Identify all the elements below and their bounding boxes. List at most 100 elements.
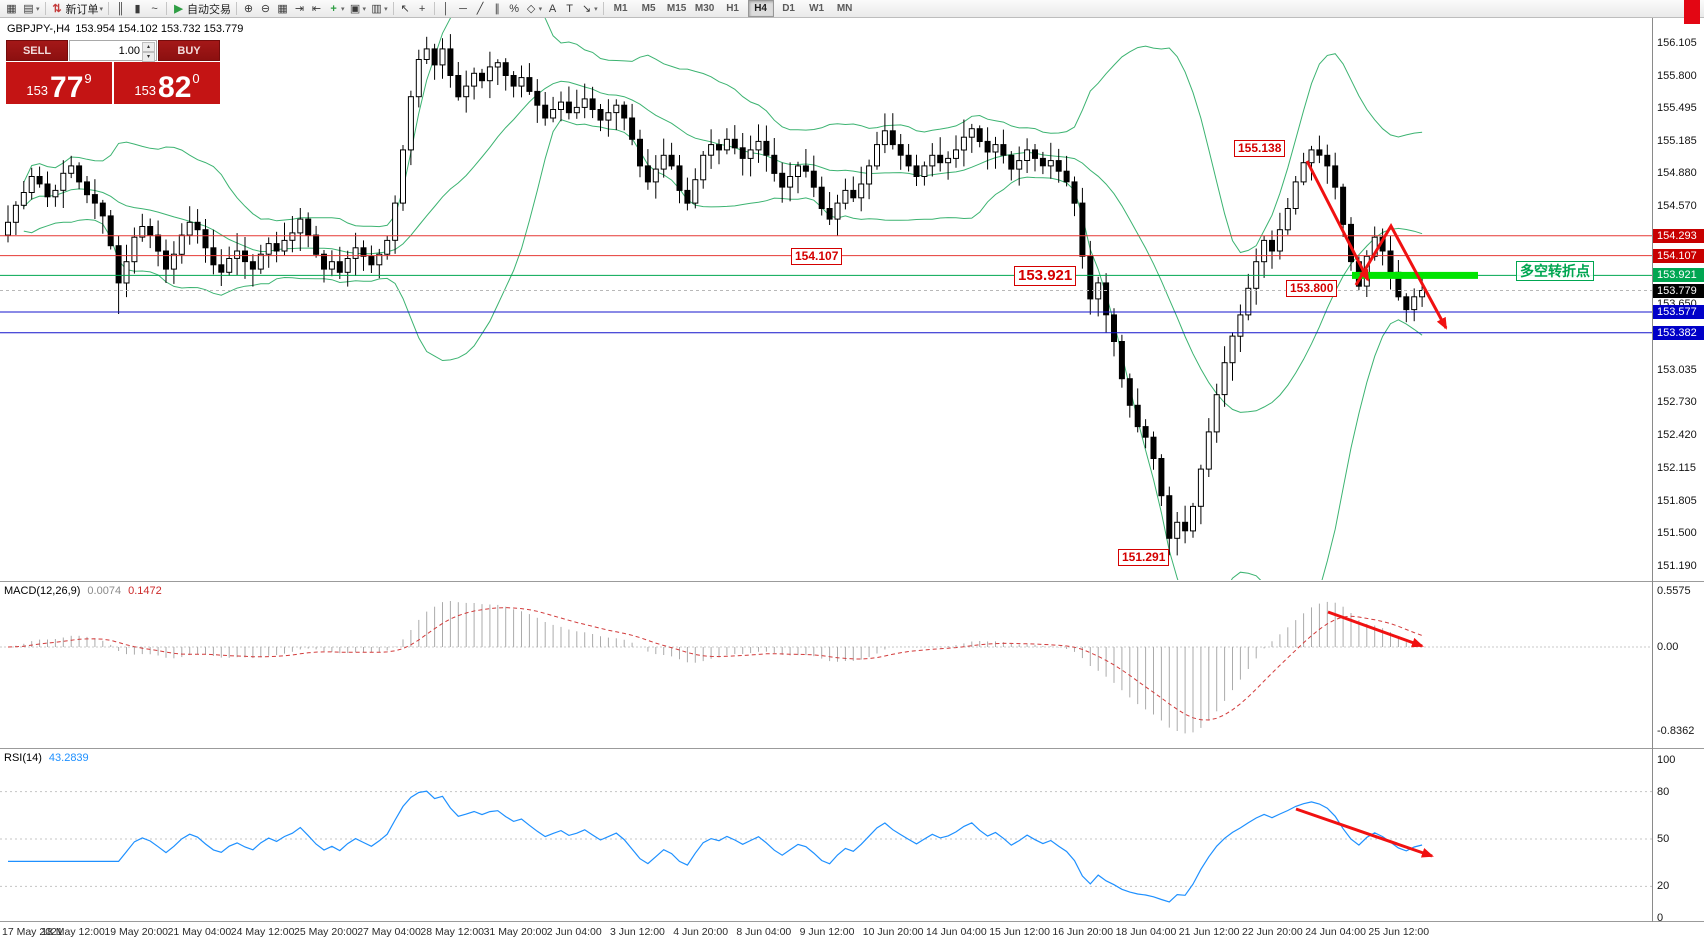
toolbar-candlestick-chart-icon[interactable]: ▮ — [129, 1, 146, 16]
toolbar-zoom-in-icon[interactable]: ⊕ — [240, 1, 257, 16]
timeframe-d1-button[interactable]: D1 — [782, 3, 795, 14]
toolbar-new-order-button[interactable]: ⇅ 新订单 ▾ — [49, 1, 106, 16]
price-axis-label: 152.420 — [1657, 429, 1697, 442]
time-axis-label: 27 May 04:00 — [357, 926, 421, 938]
time-axis-label: 31 May 20:00 — [483, 926, 548, 938]
timeframe-m15-button[interactable]: M15 — [666, 3, 687, 14]
toolbar-crosshair-icon[interactable]: + — [414, 1, 431, 16]
chart-shift-icon: ⇤ — [311, 2, 322, 15]
price-axis-label: 152.730 — [1657, 396, 1697, 409]
time-axis-label: 14 Jun 04:00 — [926, 926, 987, 938]
rsi-red-arrow[interactable] — [1295, 807, 1434, 858]
price-axis[interactable]: 156.105 155.800 155.495 155.185 154.880 154.5… — [1653, 18, 1704, 580]
panel-separator[interactable] — [0, 748, 1704, 749]
price-axis-tag: 153.921 — [1653, 268, 1704, 283]
macd-signal-value: 0.1472 — [128, 585, 162, 597]
toolbar-bar-chart-icon[interactable]: ║ — [112, 1, 129, 16]
price-axis-label: 151.805 — [1657, 494, 1697, 507]
rsi-value: 43.2839 — [48, 752, 89, 764]
main-chart-panel: GBPJPY-,H4 153.954 154.102 153.732 153.77… — [0, 18, 1704, 580]
toolbar-separator — [108, 2, 110, 15]
toolbar-profiles-icon[interactable]: ▤ ▾ — [20, 1, 42, 16]
macd-chart-canvas[interactable] — [0, 583, 1652, 747]
toolbar-zoom-out-icon[interactable]: ⊖ — [257, 1, 274, 16]
red-trend-arrow-2[interactable] — [1354, 222, 1448, 330]
toolbar-separator — [44, 2, 46, 15]
toolbar-arrows-icon[interactable]: ↘ ▾ — [578, 1, 600, 16]
bollinger-lower-band — [23, 119, 1423, 580]
toolbar-tile-windows-icon[interactable]: ▦ — [274, 1, 291, 16]
indicators-icon: + — [330, 2, 337, 15]
price-annotation-label[interactable]: 155.138 — [1234, 140, 1286, 157]
turning-point-green-bar[interactable] — [1352, 271, 1478, 279]
toolbar-auto-scroll-icon[interactable]: ⇥ — [291, 1, 308, 16]
macd-axis[interactable]: 0.5575 0.00 -0.8362 — [1653, 583, 1704, 747]
timeframe-m30-button[interactable]: M30 — [694, 3, 715, 14]
buy-button[interactable]: BUY — [158, 40, 220, 61]
toolbar-chart-shift-icon[interactable]: ⇤ — [308, 1, 325, 16]
spinner-up-icon[interactable]: ▴ — [142, 42, 155, 52]
timeframe-h4-button[interactable]: H4 — [747, 0, 774, 17]
time-axis[interactable]: 17 May 2021 18 May 12:00 19 May 20:00 21 Ma… — [0, 922, 1704, 943]
toolbar-text-icon[interactable]: A — [544, 1, 561, 16]
timeframe-m1-button[interactable]: M1 — [613, 3, 628, 14]
axis-separator — [1652, 18, 1653, 922]
toolbar-autotrading-button[interactable]: ▶ 自动交易 — [170, 1, 233, 16]
macd-red-arrow[interactable] — [1327, 610, 1424, 648]
rsi-indicator-label: RSI(14) 43.2839 — [4, 752, 89, 764]
panel-separator[interactable] — [0, 581, 1704, 582]
time-axis-label: 3 Jun 12:00 — [610, 926, 665, 938]
price-annotation-label[interactable]: 153.921 — [1014, 266, 1077, 286]
toolbar-trendline-icon[interactable]: ╱ — [472, 1, 489, 16]
trend-arrows-layer[interactable] — [1305, 160, 1448, 330]
toolbar-templates-icon[interactable]: ▥ ▾ — [368, 1, 390, 16]
price-axis-label: 152.115 — [1657, 461, 1696, 474]
sell-price-display[interactable]: 153 77 9 — [6, 62, 112, 104]
price-annotation-label[interactable]: 154.107 — [791, 248, 843, 265]
price-axis-label: 153.035 — [1657, 363, 1697, 376]
time-axis-label: 24 May 12:00 — [230, 926, 295, 938]
buy-price-display[interactable]: 153 82 0 — [114, 62, 220, 104]
new-chart-icon: ▦ — [6, 2, 17, 15]
crosshair-icon: + — [418, 2, 426, 15]
toolbar-horizontal-line-icon[interactable]: ─ — [455, 1, 472, 16]
trendline-icon: ╱ — [476, 2, 484, 15]
candlestick-chart-canvas[interactable] — [0, 18, 1652, 580]
price-annotation-label[interactable]: 151.291 — [1118, 549, 1170, 566]
rsi-axis[interactable]: 100 80 50 20 0 — [1653, 750, 1704, 924]
toolbar-text-label-icon[interactable]: T — [561, 1, 578, 16]
volume-input[interactable]: 1.00 ▴ ▾ — [69, 40, 157, 62]
timeframe-h1-button[interactable]: H1 — [726, 3, 739, 14]
toolbar-vertical-line-icon[interactable]: │ — [438, 1, 455, 16]
sell-button[interactable]: SELL — [6, 40, 68, 61]
timeframe-mn-button[interactable]: MN — [836, 3, 853, 14]
bollinger-upper-band — [23, 18, 1423, 254]
toolbar-cursor-icon[interactable]: ↖ — [397, 1, 414, 16]
volume-spinner[interactable]: ▴ ▾ — [142, 42, 155, 62]
equidistant-channel-icon: ∥ — [494, 2, 500, 15]
price-axis-label: 156.105 — [1657, 37, 1697, 49]
toolbar-objects-list-icon[interactable]: ▣ ▾ — [347, 1, 369, 16]
toolbar-shapes-icon[interactable]: ◇ ▾ — [523, 1, 545, 16]
time-axis-label: 4 Jun 20:00 — [673, 926, 729, 938]
toolbar-equidistant-channel-icon[interactable]: ∥ — [489, 1, 506, 16]
price-annotation-label[interactable]: 153.800 — [1286, 280, 1338, 297]
price-axis-label: 154.570 — [1657, 200, 1697, 213]
spinner-down-icon[interactable]: ▾ — [142, 52, 155, 62]
timeframe-m5-button[interactable]: M5 — [641, 3, 656, 14]
red-trend-arrow-1[interactable] — [1305, 160, 1370, 282]
toolbar-indicators-icon[interactable]: + ▾ — [325, 1, 347, 16]
toolbar-line-chart-icon[interactable]: ~ — [146, 1, 163, 16]
chevron-down-icon: ▾ — [594, 5, 598, 13]
rsi-chart-canvas[interactable] — [0, 750, 1652, 922]
toolbar-fibonacci-icon[interactable]: % — [506, 1, 523, 16]
horizontal-line-icon: ─ — [459, 2, 467, 15]
macd-panel: MACD(12,26,9) 0.0074 0.1472 0.5575 0.00 -0.8… — [0, 583, 1704, 747]
turning-point-label: 多空转折点 — [1516, 261, 1594, 281]
time-axis-label: 17 May 2021 — [2, 926, 63, 938]
timeframe-w1-button[interactable]: W1 — [809, 3, 825, 14]
text-icon: A — [548, 2, 557, 15]
toolbar-new-chart-icon[interactable]: ▦ — [3, 1, 20, 16]
profiles-icon: ▤ — [23, 2, 34, 15]
macd-axis-label: 0.00 — [1657, 641, 1679, 653]
